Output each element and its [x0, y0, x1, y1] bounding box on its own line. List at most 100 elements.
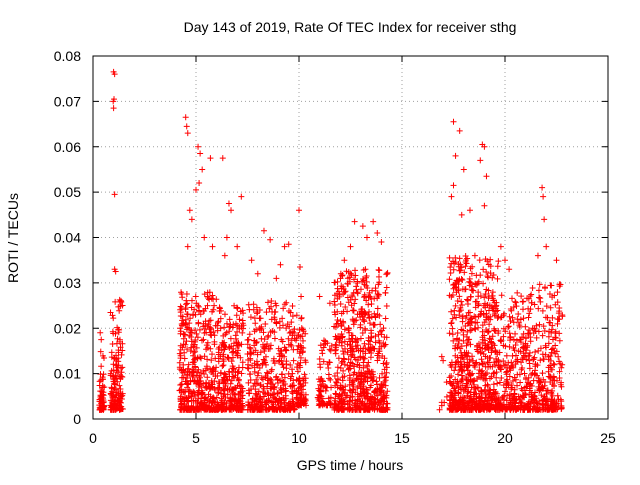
data-point: [246, 371, 253, 378]
data-point: [517, 316, 524, 323]
data-point: [185, 365, 192, 372]
data-point: [479, 328, 486, 335]
data-point: [109, 328, 116, 335]
data-point: [229, 390, 236, 397]
data-point: [528, 291, 535, 298]
data-point: [220, 403, 227, 410]
data-point: [547, 374, 554, 381]
data-point: [231, 302, 238, 309]
data-point: [345, 366, 352, 373]
y-tick-label: 0.06: [54, 139, 81, 155]
data-point: [502, 343, 509, 350]
data-point: [472, 403, 479, 410]
data-point: [195, 303, 202, 310]
data-point: [451, 367, 458, 374]
data-point: [255, 388, 262, 395]
data-point: [180, 331, 187, 338]
data-point: [96, 382, 103, 389]
data-point: [480, 310, 487, 317]
data-point: [462, 257, 469, 264]
data-point: [302, 359, 309, 366]
data-point: [446, 330, 453, 337]
data-point: [246, 402, 253, 409]
data-point: [367, 393, 374, 400]
data-point: [506, 266, 513, 273]
data-point: [492, 347, 499, 354]
y-tick-label: 0: [73, 411, 81, 427]
data-point: [374, 385, 381, 392]
data-point: [279, 377, 286, 384]
data-point: [208, 295, 215, 302]
data-point: [365, 346, 372, 353]
data-point: [450, 118, 457, 125]
data-point: [209, 243, 216, 250]
data-point: [457, 363, 464, 370]
data-point: [475, 348, 482, 355]
data-point: [179, 313, 186, 320]
data-point: [115, 391, 122, 398]
data-point: [227, 335, 234, 342]
data-point: [534, 252, 541, 259]
y-tick-label: 0.03: [54, 275, 81, 291]
data-point: [382, 341, 389, 348]
data-point: [210, 371, 217, 378]
data-point: [517, 379, 524, 386]
data-point: [536, 294, 543, 301]
data-point: [374, 357, 381, 364]
data-point: [363, 297, 370, 304]
data-point: [215, 390, 222, 397]
data-point: [466, 356, 473, 363]
data-point: [261, 357, 268, 364]
data-point: [326, 346, 333, 353]
data-point: [210, 329, 217, 336]
data-point: [363, 234, 370, 241]
data-point: [522, 323, 529, 330]
data-point: [302, 391, 309, 398]
data-point: [273, 319, 280, 326]
data-point: [114, 364, 121, 371]
data-point: [536, 281, 543, 288]
data-point: [198, 355, 205, 362]
data-point: [334, 295, 341, 302]
data-point: [377, 328, 384, 335]
data-point: [345, 356, 352, 363]
data-point: [475, 394, 482, 401]
data-point: [316, 401, 323, 408]
data-point: [341, 338, 348, 345]
data-point: [262, 374, 269, 381]
data-point: [294, 402, 301, 409]
data-point: [198, 337, 205, 344]
data-point: [448, 293, 455, 300]
data-point: [360, 354, 367, 361]
data-point: [459, 394, 466, 401]
data-point: [230, 340, 237, 347]
data-point: [279, 405, 286, 412]
data-point: [333, 391, 340, 398]
data-point: [288, 383, 295, 390]
data-point: [195, 143, 202, 150]
data-point: [214, 372, 221, 379]
data-point: [500, 401, 507, 408]
data-point: [180, 361, 187, 368]
data-point: [197, 382, 204, 389]
data-point: [448, 373, 455, 380]
data-point: [498, 405, 505, 412]
data-point: [537, 345, 544, 352]
data-point: [339, 333, 346, 340]
data-point: [315, 392, 322, 399]
data-point: [506, 330, 513, 337]
data-point: [361, 318, 368, 325]
data-point: [344, 392, 351, 399]
data-point: [316, 361, 323, 368]
data-point: [450, 182, 457, 189]
grid: [93, 56, 608, 419]
data-point: [504, 368, 511, 375]
data-point: [273, 275, 280, 282]
data-point: [206, 383, 213, 390]
data-point: [234, 347, 241, 354]
data-point: [320, 344, 327, 351]
data-point: [288, 319, 295, 326]
data-point: [239, 359, 246, 366]
data-point: [496, 379, 503, 386]
data-point: [296, 362, 303, 369]
